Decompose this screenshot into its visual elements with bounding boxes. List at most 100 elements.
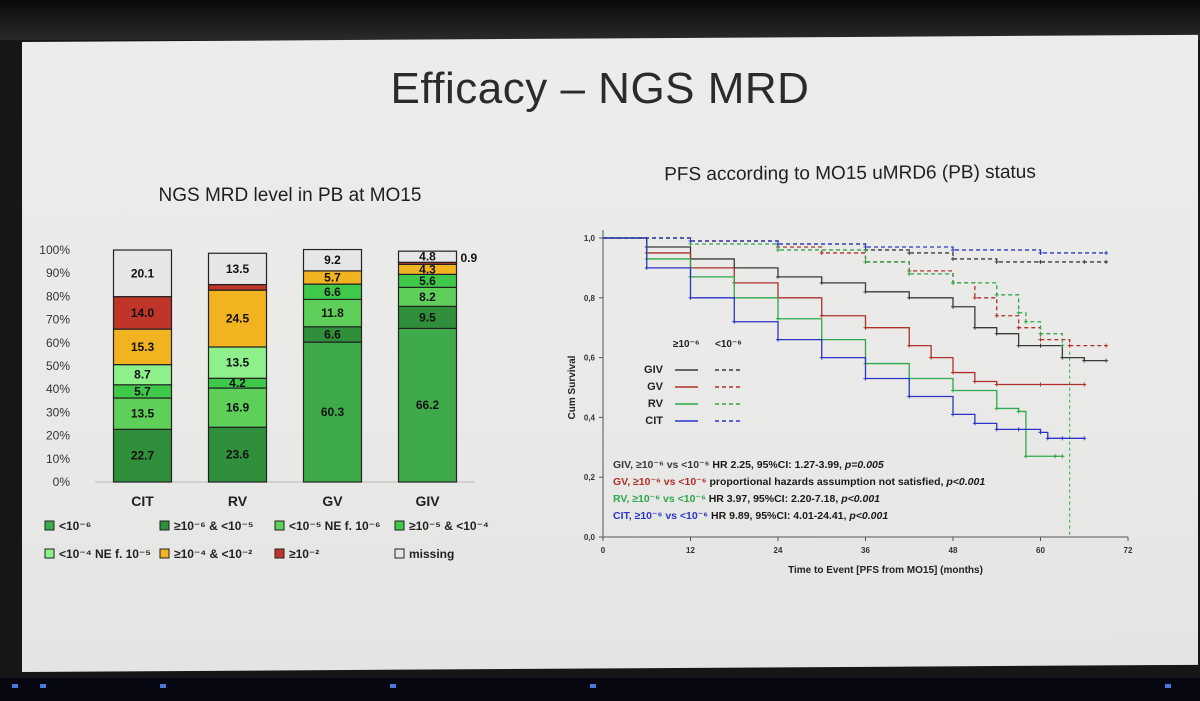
bar-segment <box>112 397 173 430</box>
x-tick-label: 0 <box>601 546 606 555</box>
legend-label: CIT <box>645 415 663 427</box>
legend-swatch <box>274 520 285 531</box>
x-tick-label: 72 <box>1124 546 1133 555</box>
legend-label: missing <box>409 547 454 561</box>
y-tick-label: 0,8 <box>584 294 596 303</box>
legend-label: ≥10⁻⁴ & <10⁻² <box>174 547 252 561</box>
annotation-lead: GIV, ≥10⁻⁶ vs <10⁻⁶ <box>613 459 710 471</box>
category-label: GIV <box>415 493 440 509</box>
stage-light <box>1165 684 1171 688</box>
legend-header-dashed: <10⁻⁶ <box>715 339 742 350</box>
data-label: 13.5 <box>226 262 250 276</box>
bar-segment <box>207 283 268 291</box>
y-axis-label: Cum Survival <box>567 355 578 419</box>
legend-label: ≥10⁻⁵ & <10⁻⁴ <box>409 519 489 533</box>
data-label: 11.8 <box>321 306 344 320</box>
y-tick-label: 90% <box>46 266 70 280</box>
bar-chart-title: NGS MRD level in PB at MO15 <box>158 185 422 206</box>
survival-curve-gv-solid <box>603 237 1085 386</box>
data-label: 6.6 <box>324 327 341 341</box>
data-label: 5.6 <box>419 274 436 288</box>
legend-swatch <box>394 548 405 559</box>
data-label: 15.3 <box>131 340 155 354</box>
data-label: 5.7 <box>324 270 341 284</box>
y-tick-label: 50% <box>46 359 70 373</box>
x-tick-label: 48 <box>949 546 958 555</box>
x-tick-label: 12 <box>686 546 695 555</box>
stage-light <box>40 684 46 688</box>
annotation-lead: GV, ≥10⁻⁶ vs <10⁻⁶ <box>613 476 707 488</box>
annotation-lead: CIT, ≥10⁻⁶ vs <10⁻⁶ <box>613 510 708 522</box>
y-tick-label: 40% <box>46 382 70 396</box>
legend-swatch <box>159 548 170 559</box>
kaplan-meier-chart: 0,0 0,2 0,4 0,6 0,8 1,0 0 12 24 36 48 60 72 Time to E… <box>567 230 1133 576</box>
data-label: 9.5 <box>419 310 436 324</box>
annotation-text: HR 2.25, 95%CI: 1.27-3.99, <box>709 459 844 471</box>
legend-label: GIV <box>644 364 664 376</box>
stage-light <box>160 684 166 688</box>
x-axis-label: Time to Event [PFS from MO15] (months) <box>788 565 983 576</box>
data-label: 4.2 <box>229 376 246 390</box>
hazard-annotation: RV, ≥10⁻⁶ vs <10⁻⁶ HR 3.97, 95%CI: 2.20-… <box>613 493 880 505</box>
data-label: 14.0 <box>131 306 155 320</box>
annotation-p-value: p=0.005 <box>844 459 884 471</box>
legend-label: RV <box>648 398 664 410</box>
x-tick-label: 36 <box>861 546 870 555</box>
data-label: 8.2 <box>419 290 436 304</box>
y-tick-label: 60% <box>46 336 70 350</box>
bar-segment <box>207 387 268 428</box>
data-label: 13.5 <box>226 356 250 370</box>
x-tick-label: 24 <box>774 546 783 555</box>
data-label: 5.7 <box>134 384 151 398</box>
annotation-p-value: p<0.001 <box>848 510 888 522</box>
bar-segment <box>112 328 173 366</box>
y-tick-label: 70% <box>46 313 70 327</box>
legend-label: ≥10⁻² <box>289 547 319 561</box>
legend-header-solid: ≥10⁻⁶ <box>673 339 700 350</box>
legend-label: <10⁻⁶ <box>59 519 91 533</box>
data-label: 9.2 <box>324 253 341 267</box>
stage-floor <box>0 678 1200 701</box>
y-tick-label: 0,2 <box>584 473 596 482</box>
y-tick-label: 0,0 <box>584 533 596 542</box>
legend-label: <10⁻⁴ NE f. 10⁻⁵ <box>59 547 151 561</box>
bar-segment <box>302 341 363 483</box>
data-label: 4.3 <box>419 262 436 276</box>
y-tick-label: 10% <box>46 452 70 466</box>
room-ceiling <box>0 0 1200 40</box>
legend-swatch <box>394 520 405 531</box>
stage-light <box>12 684 18 688</box>
y-tick-label: 1,0 <box>584 234 596 243</box>
data-label: 6.6 <box>324 285 341 299</box>
bar-segment <box>112 296 173 330</box>
data-label: 16.9 <box>226 401 250 415</box>
bar-segment <box>302 248 363 272</box>
bar-segment <box>207 426 268 483</box>
data-label: 24.5 <box>226 312 250 326</box>
km-chart-title: PFS according to MO15 uMRD6 (PB) status <box>664 161 1036 186</box>
legend-swatch <box>274 548 285 559</box>
data-label: 8.7 <box>134 368 151 382</box>
stage-light <box>590 684 596 688</box>
data-label: 4.8 <box>419 250 436 264</box>
data-label: 66.2 <box>416 398 440 412</box>
survival-curve-rv-dashed <box>603 237 1064 346</box>
data-label: 22.7 <box>131 449 155 463</box>
annotation-text: HR 9.89, 95%CI: 4.01-24.41, <box>708 510 849 522</box>
category-label: RV <box>228 493 248 509</box>
bar-segment <box>397 327 458 483</box>
legend-swatch <box>159 520 170 531</box>
legend-label: <10⁻⁵ NE f. 10⁻⁶ <box>289 519 381 533</box>
legend-label: ≥10⁻⁶ & <10⁻⁵ <box>174 519 253 533</box>
data-label: 60.3 <box>321 405 345 419</box>
y-tick-label: 0,6 <box>584 354 596 363</box>
annotation-p-value: p<0.001 <box>840 493 880 505</box>
bar-segment <box>112 428 173 483</box>
y-tick-label: 20% <box>46 429 70 443</box>
data-label: 13.5 <box>131 407 155 421</box>
y-tick-label: 80% <box>46 289 70 303</box>
legend-swatch <box>44 548 55 559</box>
legend-swatch <box>44 520 55 531</box>
bar-segment <box>207 289 268 348</box>
slide-title: Efficacy – NGS MRD <box>390 64 810 113</box>
